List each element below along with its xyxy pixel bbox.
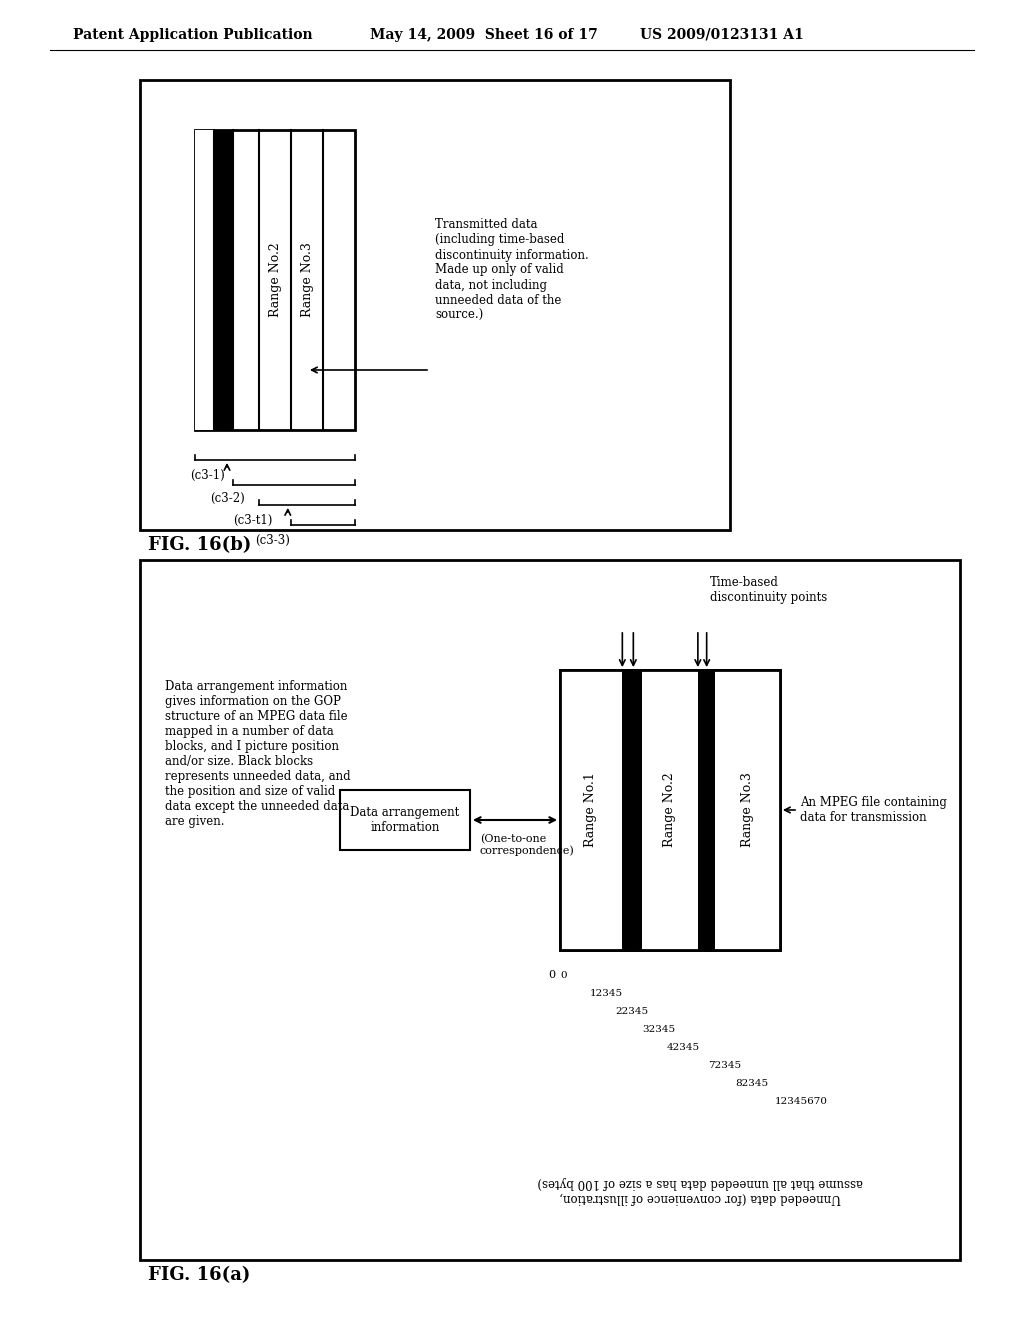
Text: 0: 0 <box>560 970 566 979</box>
Text: Range No.2: Range No.2 <box>664 772 677 847</box>
Text: (c3-1): (c3-1) <box>190 469 224 482</box>
Text: Patent Application Publication: Patent Application Publication <box>73 28 312 42</box>
Text: Data arrangement information
gives information on the GOP
structure of an MPEG d: Data arrangement information gives infor… <box>165 680 350 828</box>
FancyBboxPatch shape <box>195 129 214 430</box>
Bar <box>214 129 233 430</box>
Text: Range No.3: Range No.3 <box>300 243 313 317</box>
Text: 72345: 72345 <box>708 1060 741 1069</box>
Text: Unneeded data (for convenience of illustration,
assume that all unneeded data ha: Unneeded data (for convenience of illust… <box>538 1176 863 1204</box>
Text: 42345: 42345 <box>667 1043 700 1052</box>
FancyBboxPatch shape <box>140 560 961 1261</box>
Text: Transmitted data
(including time-based
discontinuity information.
Made up only o: Transmitted data (including time-based d… <box>435 219 589 322</box>
Bar <box>716 671 780 950</box>
Text: 12345: 12345 <box>590 989 624 998</box>
FancyBboxPatch shape <box>560 671 780 950</box>
Text: (c3-2): (c3-2) <box>210 491 245 504</box>
Text: An MPEG file containing
data for transmission: An MPEG file containing data for transmi… <box>800 796 947 824</box>
Bar <box>623 671 633 950</box>
Text: 0: 0 <box>548 970 555 979</box>
Text: Data arrangement
information: Data arrangement information <box>350 807 460 834</box>
Text: (One-to-one
correspondence): (One-to-one correspondence) <box>480 834 574 857</box>
Text: 82345: 82345 <box>735 1078 768 1088</box>
Bar <box>698 671 707 950</box>
Text: Time-based
discontinuity points: Time-based discontinuity points <box>710 576 827 605</box>
Text: (c3-t1): (c3-t1) <box>233 513 272 527</box>
Bar <box>642 671 698 950</box>
Text: Range No.3: Range No.3 <box>741 772 755 847</box>
Text: Range No.1: Range No.1 <box>585 772 597 847</box>
Bar <box>560 671 623 950</box>
Text: 32345: 32345 <box>642 1024 675 1034</box>
Text: Range No.2: Range No.2 <box>268 243 282 317</box>
Text: 12345670: 12345670 <box>775 1097 828 1106</box>
Text: 22345: 22345 <box>615 1006 648 1015</box>
FancyBboxPatch shape <box>195 129 355 430</box>
FancyBboxPatch shape <box>340 789 470 850</box>
Text: (c3-3): (c3-3) <box>255 533 290 546</box>
Bar <box>707 671 716 950</box>
Bar <box>633 671 642 950</box>
Text: FIG. 16(a): FIG. 16(a) <box>148 1266 251 1284</box>
Text: May 14, 2009  Sheet 16 of 17: May 14, 2009 Sheet 16 of 17 <box>370 28 598 42</box>
Text: US 2009/0123131 A1: US 2009/0123131 A1 <box>640 28 804 42</box>
FancyBboxPatch shape <box>140 81 730 531</box>
Text: FIG. 16(b): FIG. 16(b) <box>148 536 251 554</box>
